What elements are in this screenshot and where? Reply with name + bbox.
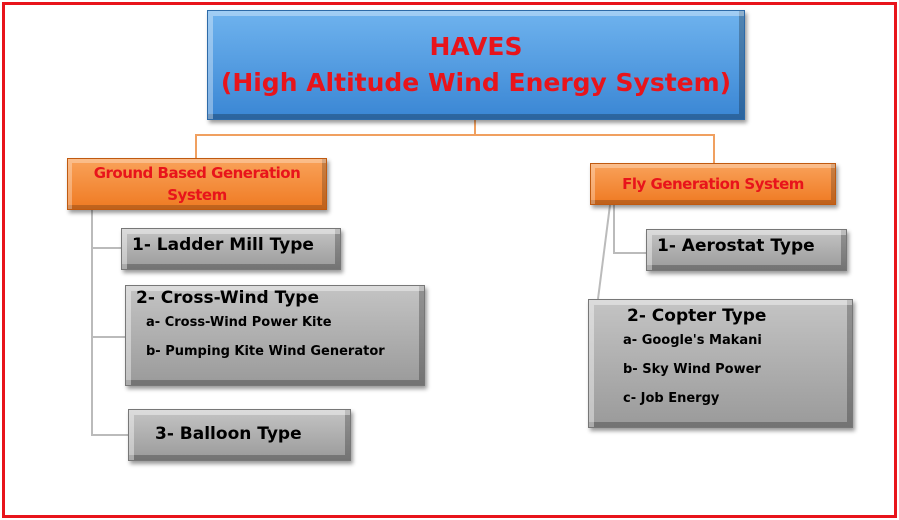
connector [91, 210, 128, 436]
connector [195, 120, 476, 158]
leaf-label: 1- Aerostat Type [657, 236, 815, 256]
branch-node: Ground Based Generation System [67, 158, 327, 210]
leaf-node: 1- Aerostat Type [646, 229, 847, 271]
branch-node: Fly Generation System [590, 163, 836, 205]
leaf-label: 3- Balloon Type [155, 424, 302, 444]
leaf-item: a- Cross-Wind Power Kite [146, 315, 332, 330]
leaf-label: 1- Ladder Mill Type [132, 235, 314, 255]
leaf-node: 3- Balloon Type [128, 409, 351, 461]
connector [613, 205, 646, 254]
connector [475, 134, 715, 163]
branch-line: Fly Generation System [622, 175, 804, 193]
leaf-label: 2- Cross-Wind Type [136, 288, 319, 308]
leaf-item: b- Pumping Kite Wind Generator [146, 344, 385, 359]
leaf-node: 2- Copter Type a- Google's Makani b- Sky… [588, 299, 853, 428]
root-node: HAVES (High Altitude Wind Energy System) [207, 10, 745, 120]
leaf-item: c- Job Energy [623, 391, 720, 406]
root-line: (High Altitude Wind Energy System) [220, 68, 732, 97]
connector [597, 204, 611, 300]
leaf-node: 1- Ladder Mill Type [121, 228, 341, 270]
leaf-item: b- Sky Wind Power [623, 362, 761, 377]
leaf-item: a- Google's Makani [623, 333, 762, 348]
branch-line: System [167, 186, 227, 204]
leaf-node: 2- Cross-Wind Type a- Cross-Wind Power K… [125, 285, 425, 386]
leaf-label: 2- Copter Type [627, 306, 767, 326]
root-line: HAVES [429, 32, 523, 61]
branch-line: Ground Based Generation [93, 164, 301, 182]
